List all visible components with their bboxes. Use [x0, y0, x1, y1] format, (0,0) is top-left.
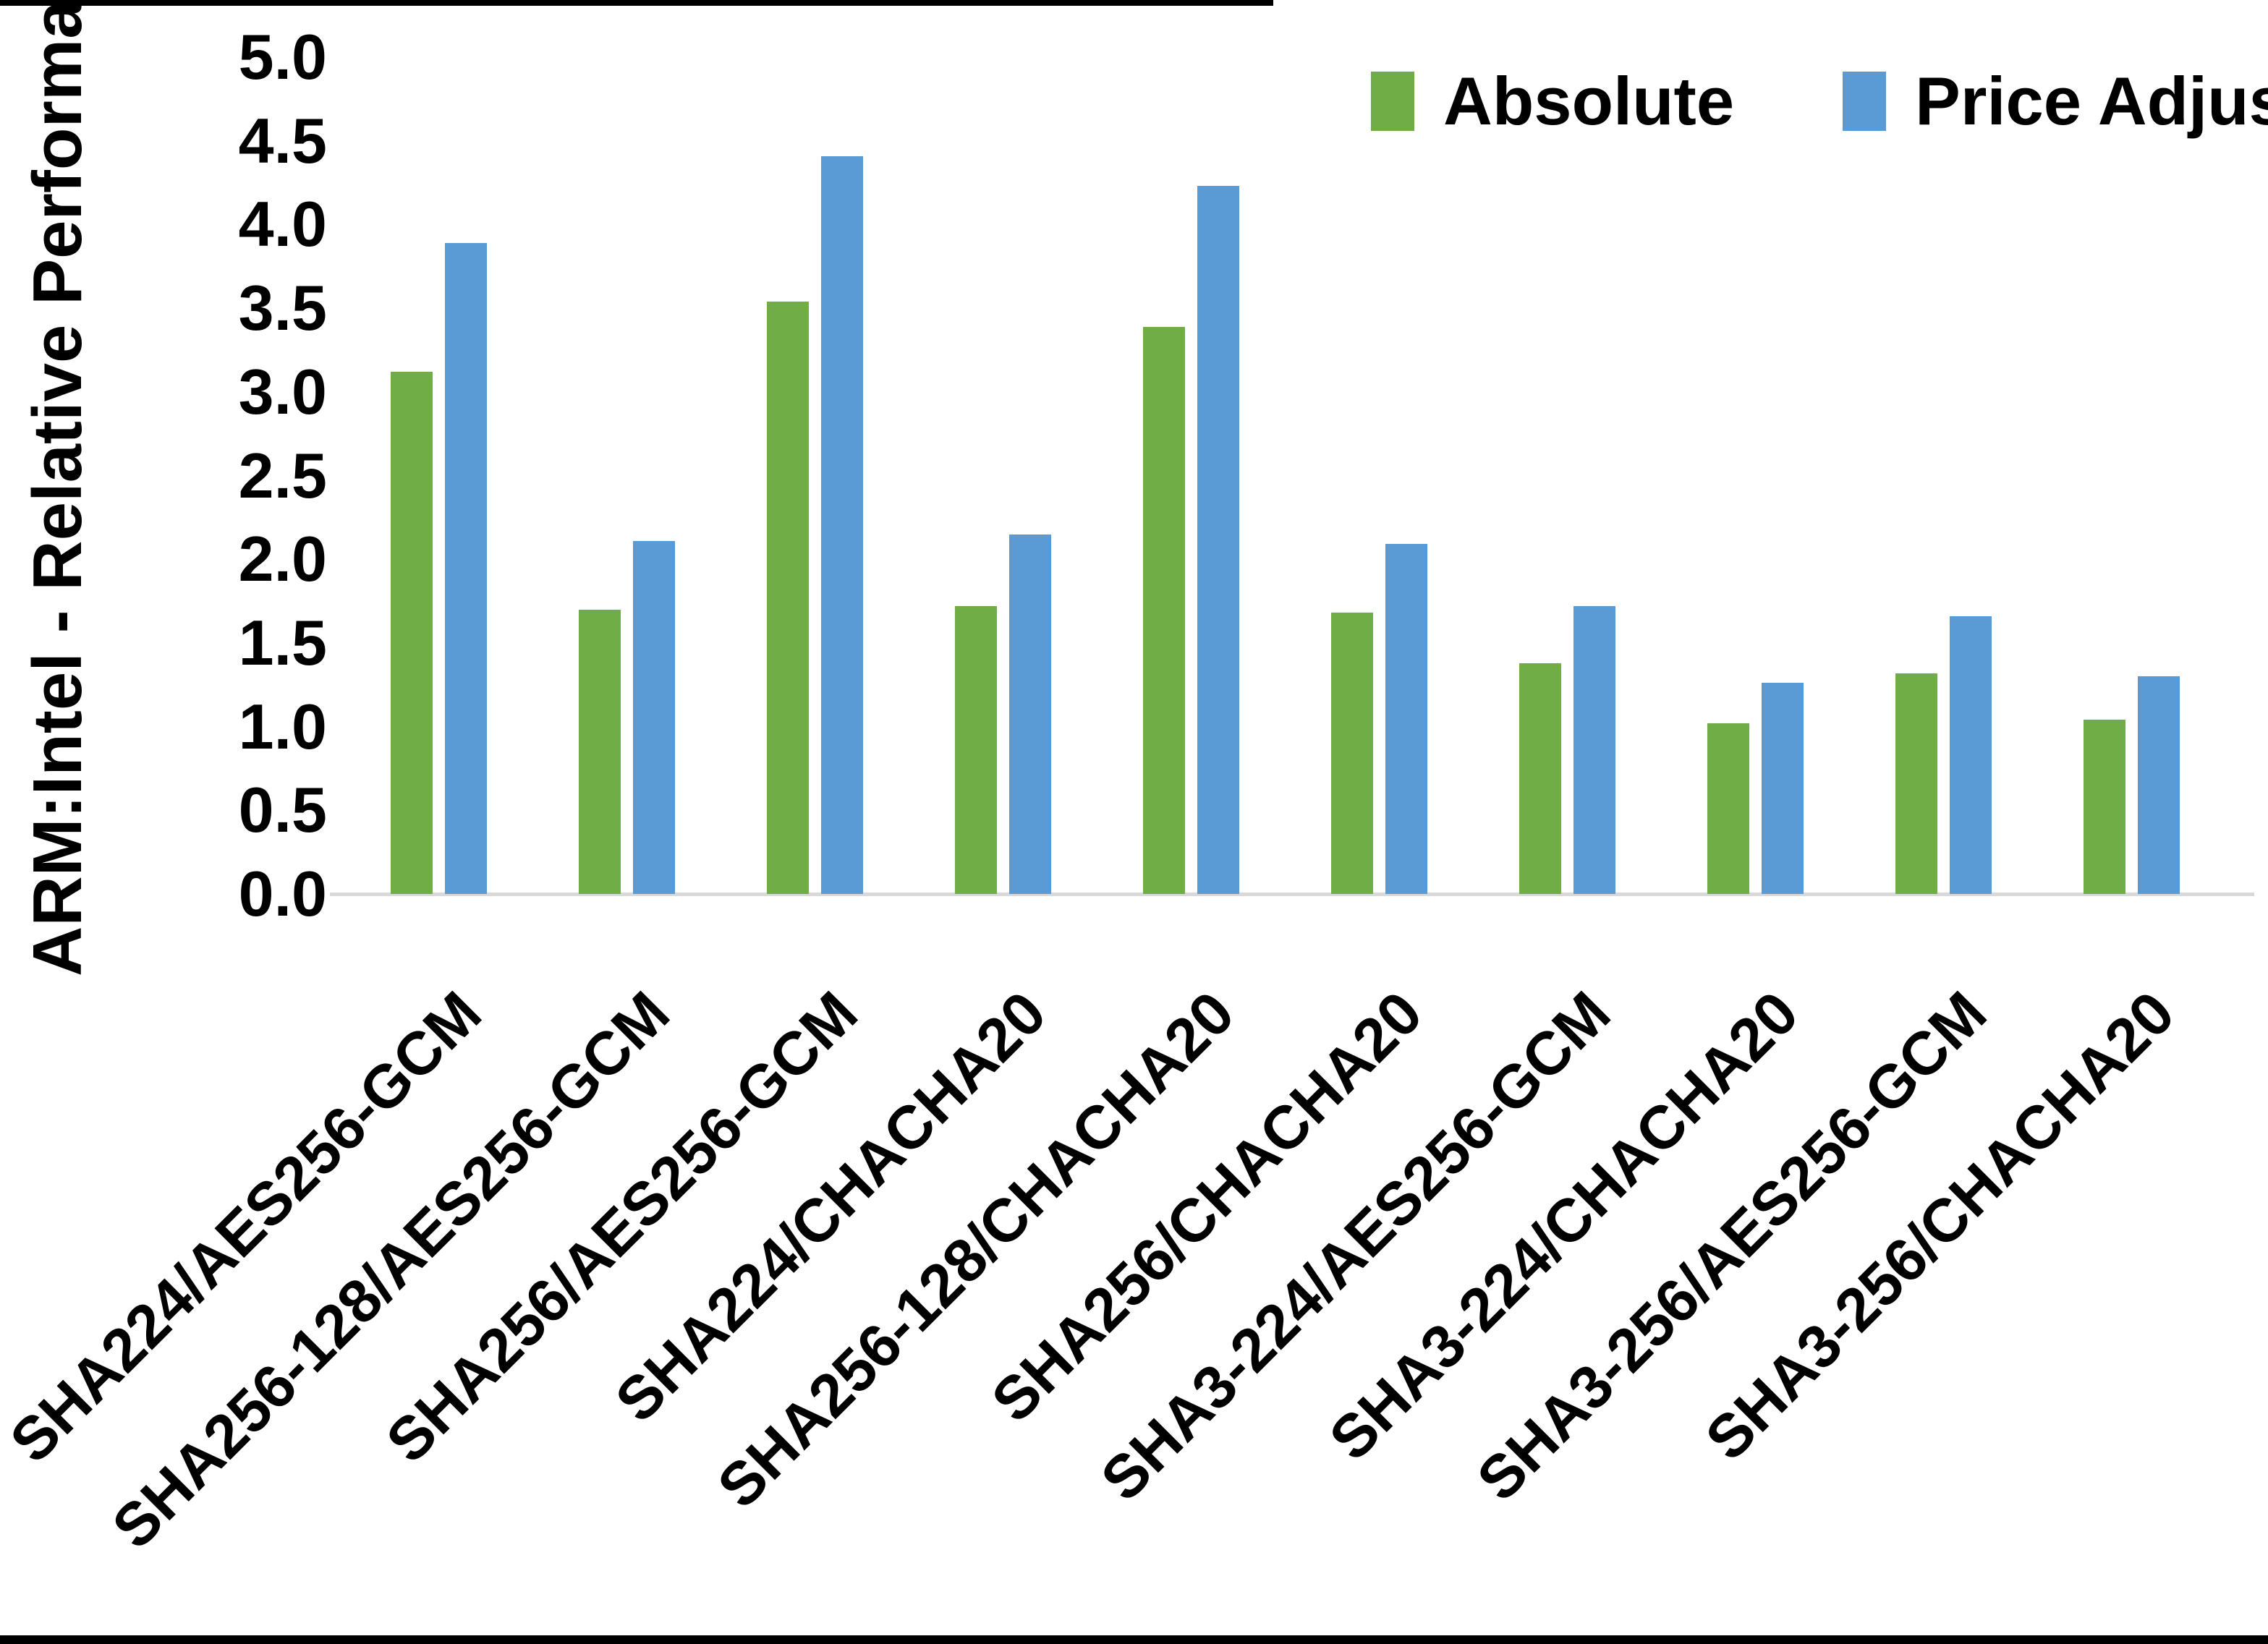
price-adjusted-bar	[632, 540, 675, 894]
price-adjusted-bar	[1385, 544, 1427, 894]
bar-group	[1473, 57, 1661, 894]
price-adjusted-series-swatch-icon	[1843, 72, 1887, 131]
y-tick-label: 3.5	[238, 272, 327, 344]
x-axis-line	[330, 893, 2254, 896]
price-adjusted-bar	[1949, 616, 1992, 894]
absolute-bar	[578, 609, 621, 894]
absolute-bar	[1142, 326, 1185, 894]
absolute-bar	[1895, 673, 1937, 894]
y-tick-label: 4.0	[238, 188, 327, 260]
absolute-series-swatch-icon	[1371, 72, 1414, 131]
bar-group	[721, 57, 909, 894]
bar-group	[1097, 57, 1285, 894]
legend-label-absolute: Absolute	[1443, 63, 1735, 139]
y-tick-label: 1.5	[238, 606, 327, 678]
price-adjusted-bar	[1761, 683, 1804, 894]
absolute-bar	[1519, 663, 1561, 894]
absolute-bar	[766, 301, 809, 894]
legend-item-price-adjusted: Price Adjusted	[1843, 61, 2268, 141]
bar-group	[2037, 57, 2225, 894]
absolute-bar	[390, 372, 433, 894]
y-axis-title: ARM:Intel - Relative Performance	[19, 0, 96, 976]
legend-item-absolute: Absolute	[1371, 61, 1734, 141]
price-adjusted-bar	[1197, 186, 1239, 894]
price-adjusted-bar	[2137, 676, 2180, 894]
legend: Absolute Price Adjusted	[1371, 61, 2268, 141]
scan-artifact-bottom-border	[0, 1635, 2268, 1644]
price-adjusted-bar	[1008, 534, 1051, 894]
bar-group	[532, 57, 721, 894]
bar-group	[1285, 57, 1473, 894]
bar-group	[909, 57, 1097, 894]
bar-group	[1849, 57, 2037, 894]
y-tick-label: 3.0	[238, 355, 327, 427]
absolute-bar	[1707, 723, 1749, 894]
y-tick-label: 0.5	[238, 774, 327, 846]
price-adjusted-bar	[444, 242, 487, 894]
y-tick-label: 4.5	[238, 104, 327, 176]
absolute-bar	[1330, 613, 1373, 894]
y-tick-label: 1.0	[238, 690, 327, 762]
legend-label-price-adjusted: Price Adjusted	[1915, 63, 2268, 139]
y-tick-label: 2.5	[238, 439, 327, 511]
price-adjusted-bar	[1573, 606, 1615, 894]
y-tick-label: 0.0	[238, 858, 327, 929]
price-adjusted-bar	[820, 156, 863, 894]
scan-artifact-top-border	[0, 0, 1273, 6]
y-tick-label: 5.0	[238, 21, 327, 93]
absolute-bar	[2083, 720, 2125, 894]
plot-area	[344, 57, 2225, 894]
y-tick-label: 2.0	[238, 523, 327, 595]
bar-group	[344, 57, 532, 894]
bar-group	[1661, 57, 1849, 894]
absolute-bar	[954, 606, 997, 894]
